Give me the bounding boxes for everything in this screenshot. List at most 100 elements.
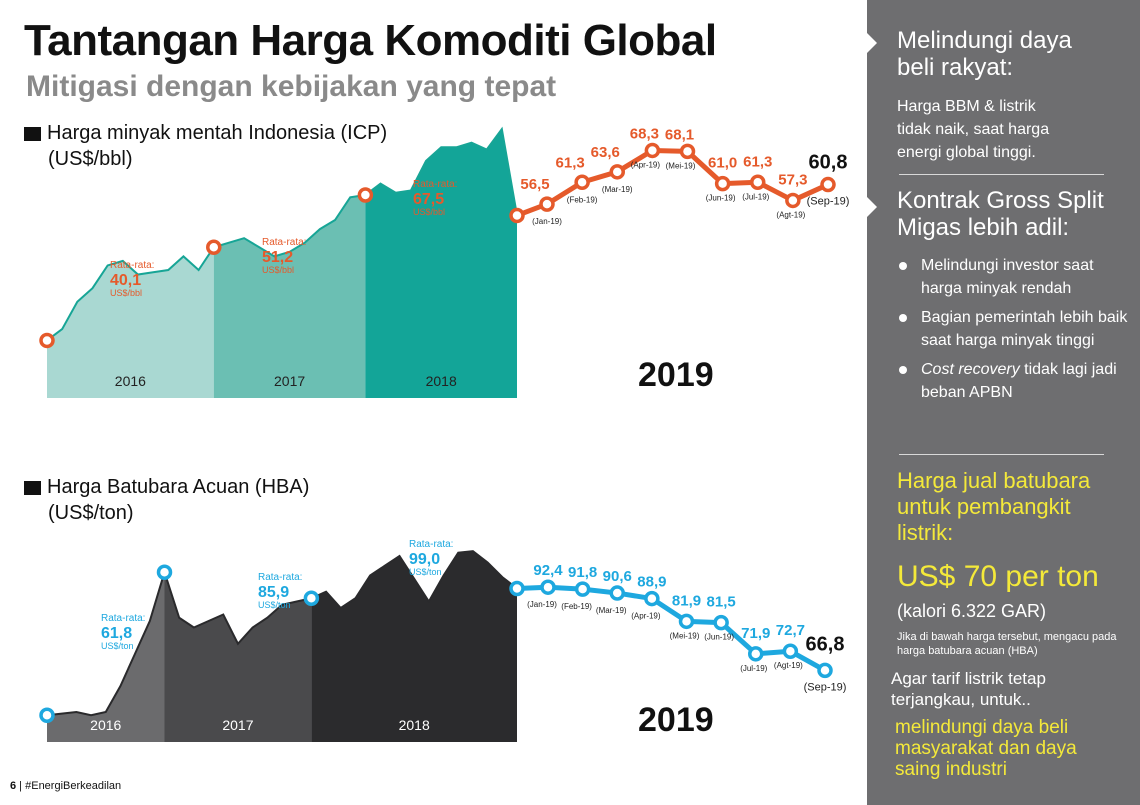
data-point (678, 613, 695, 630)
page-number: 6 (10, 780, 17, 792)
month-label: (Apr-19) (631, 160, 661, 169)
data-point (679, 143, 696, 160)
month-label: (Feb-19) (561, 602, 592, 611)
area-period-2017 (164, 572, 312, 742)
data-label: 92,4 (533, 562, 563, 579)
area-period-2016 (47, 572, 165, 742)
hba-legend: Harga Batubara Acuan (HBA) (24, 476, 309, 499)
data-label: 56,5 (520, 176, 549, 193)
hba-unit: (US$/ton) (48, 502, 134, 524)
month-label: (Agt-19) (774, 661, 803, 670)
monthly-line (516, 584, 827, 673)
data-label: 63,6 (591, 144, 620, 161)
data-label: 68,1 (665, 126, 694, 143)
period-label: 2017 (274, 373, 305, 389)
data-point (820, 176, 836, 193)
average-label: Rata-rata: (258, 572, 302, 583)
panel-text-fuel-price: Harga BBM & listrik tidak naik, saat har… (897, 95, 1049, 164)
data-label: 88,9 (637, 574, 666, 591)
average-unit: US$/bbl (413, 207, 445, 217)
data-point (574, 581, 591, 597)
calorie-text: (kalori 6.322 GAR) (897, 601, 1047, 621)
list-item: Cost recovery tidak lagi jadi beban APBN (897, 358, 1132, 404)
coal-price-value: US$ 70 per ton (897, 560, 1099, 593)
average-value: 61,8 (101, 625, 132, 642)
tariff-aim-text: Agar tarif listrik tetap terjangkau, unt… (891, 668, 1046, 710)
heading-line: Harga jual batubara (897, 468, 1091, 493)
history-line (46, 550, 518, 717)
data-point (817, 662, 833, 679)
heading-line: Kontrak Gross Split (897, 187, 1104, 214)
period-marker (39, 707, 55, 723)
month-label: (Agt-19) (776, 210, 805, 219)
month-label: (Mei-19) (666, 161, 696, 170)
period-label: 2017 (222, 717, 253, 733)
year-label: 2019 (638, 356, 714, 394)
data-point (509, 207, 525, 224)
month-label: (Jun-19) (706, 194, 736, 203)
average-unit: US$/bbl (110, 288, 142, 298)
area-period-2018 (311, 551, 517, 742)
data-label: 61,3 (556, 154, 585, 171)
average-label: Rata-rata: (262, 237, 306, 248)
icp-title: Harga minyak mentah Indonesia (ICP) (47, 122, 388, 144)
month-label: (Feb-19) (567, 195, 598, 204)
data-label: 57,3 (778, 171, 807, 188)
data-point (509, 580, 525, 597)
average-label: Rata-rata: (413, 179, 457, 190)
heading-line: beli rakyat: (897, 54, 1014, 81)
data-label: 61,0 (708, 155, 737, 172)
divider (899, 174, 1104, 175)
data-point (644, 142, 661, 159)
data-label: 66,8 (806, 633, 845, 655)
divider (899, 454, 1104, 455)
area-period-2016 (47, 247, 214, 398)
data-label: 60,8 (809, 152, 848, 174)
text-line: energi global tinggi. (897, 144, 1036, 161)
average-value: 40,1 (110, 272, 141, 289)
legend-square-icon (24, 480, 41, 495)
period-marker (39, 332, 55, 349)
text-line: melindungi daya beli (895, 717, 1069, 738)
average-label: Rata-rata: (409, 539, 453, 550)
footer-hashtag: #EnergiBerkeadilan (25, 780, 122, 792)
data-label: 81,9 (672, 592, 701, 609)
data-point (540, 579, 556, 595)
data-point (748, 646, 764, 662)
average-unit: US$/ton (409, 567, 442, 577)
heading-line: Migas lebih adil: (897, 214, 1070, 241)
month-label: (Jun-19) (704, 633, 734, 642)
panel-heading-gross-split: Kontrak Gross Split Migas lebih adil: (897, 187, 1104, 241)
page-title: Tantangan Harga Komoditi Global (24, 16, 717, 65)
text-line: tidak naik, saat harga (897, 121, 1050, 138)
hba-chart: 2016 2017 2018Rata-rata:61,8US$/tonRata-ra… (39, 539, 847, 742)
icp-legend: Harga minyak mentah Indonesia (ICP) (24, 122, 387, 145)
pointer-arrow-icon (866, 32, 877, 54)
data-point (713, 614, 729, 631)
average-unit: US$/ton (258, 600, 291, 610)
average-value: 99,0 (409, 551, 440, 568)
month-label: (Jul-19) (742, 192, 769, 201)
legend-square-icon (24, 126, 41, 141)
panel-heading-purchasing-power: Melindungi daya beli rakyat: (897, 27, 1072, 81)
month-label: (Sep-19) (804, 681, 847, 693)
period-marker (357, 187, 374, 203)
list-item-rest: tidak lagi jadi beban APBN (921, 361, 1117, 401)
hba-note: Jika di bawah harga tersebut, mengacu pa… (897, 631, 1117, 657)
footer-separator: | (16, 780, 26, 792)
gross-split-list: Melindungi investor saat harga minyak re… (897, 254, 1132, 410)
monthly-line (516, 147, 830, 218)
average-unit: US$/bbl (262, 265, 294, 275)
heading-line: untuk pembangkit (897, 494, 1071, 519)
data-label: 91,8 (568, 564, 597, 581)
icp-unit: (US$/bbl) (48, 148, 133, 170)
info-panel: Melindungi daya beli rakyat: Harga BBM &… (866, 0, 1140, 805)
data-label: 72,7 (776, 622, 805, 639)
data-label: 61,3 (743, 153, 772, 170)
month-label: (Mei-19) (670, 631, 700, 640)
data-label: 90,6 (603, 568, 632, 585)
text-line: Harga BBM & listrik (897, 98, 1036, 115)
period-marker (156, 564, 173, 580)
average-value: 67,5 (413, 191, 444, 208)
data-point (609, 585, 625, 601)
